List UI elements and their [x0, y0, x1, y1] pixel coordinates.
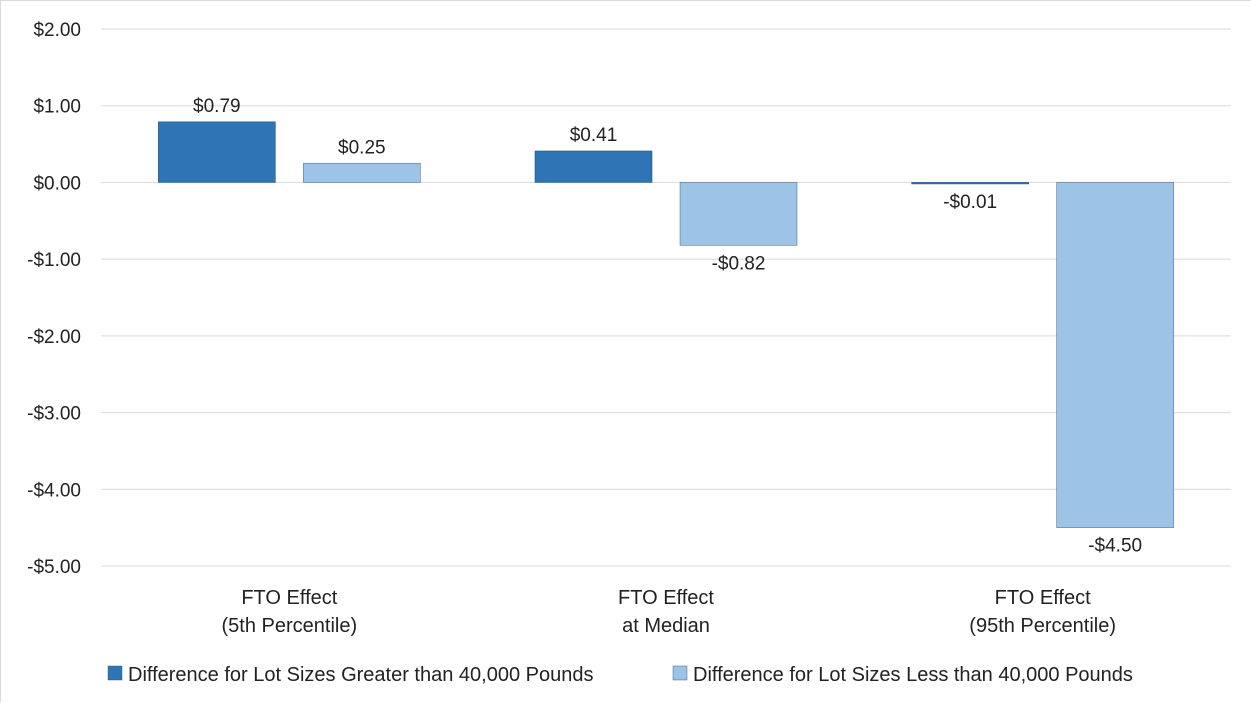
- y-tick-label: -$1.00: [27, 250, 81, 271]
- legend-label: Difference for Lot Sizes Less than 40,00…: [693, 664, 1133, 686]
- bar-series-1-cat-1: [158, 121, 276, 183]
- y-axis-ticks: $2.00 $1.00 $0.00 -$1.00 -$2.00 -$3.00 -$4.00 -…: [27, 20, 81, 578]
- x-category-label: FTO Effect: [995, 587, 1091, 609]
- data-label: -$0.01: [943, 192, 997, 213]
- data-label: $0.79: [193, 96, 241, 117]
- legend-label: Difference for Lot Sizes Greater than 40…: [128, 664, 593, 686]
- bars: [158, 121, 1174, 528]
- data-label: -$4.50: [1088, 536, 1142, 557]
- y-tick-label: $0.00: [33, 173, 81, 194]
- data-label: $0.25: [338, 137, 386, 158]
- x-category-label: (95th Percentile): [969, 615, 1116, 637]
- bar-series-2-cat-2: [679, 182, 798, 246]
- data-label: $0.41: [570, 125, 618, 146]
- legend-swatch: [107, 665, 123, 681]
- x-category-label: FTO Effect: [241, 587, 337, 609]
- y-tick-label: -$4.00: [27, 480, 81, 501]
- gridlines: [101, 28, 1231, 567]
- x-category-label: (5th Percentile): [222, 615, 358, 637]
- legend-swatch: [672, 665, 688, 681]
- bar-series-1-cat-2: [534, 150, 653, 183]
- bar-series-2-cat-1: [303, 162, 421, 183]
- y-tick-label: -$3.00: [27, 404, 81, 425]
- x-category-label: FTO Effect: [618, 587, 714, 609]
- bar-series-1-cat-3: [911, 182, 1029, 185]
- x-category-label: at Median: [622, 615, 710, 637]
- x-axis-categories: FTO Effect (5th Percentile) FTO Effect at M…: [222, 587, 1117, 637]
- y-tick-label: $1.00: [33, 97, 81, 118]
- y-tick-label: -$2.00: [27, 327, 81, 348]
- data-labels: $0.79 $0.25 $0.41 -$0.82 -$0.01 -$4.50: [193, 96, 1142, 557]
- legend: Difference for Lot Sizes Greater than 40…: [107, 664, 1133, 686]
- data-label: -$0.82: [712, 253, 766, 274]
- y-tick-label: -$5.00: [27, 557, 81, 578]
- y-tick-label: $2.00: [33, 20, 81, 41]
- bar-series-2-cat-3: [1056, 182, 1174, 528]
